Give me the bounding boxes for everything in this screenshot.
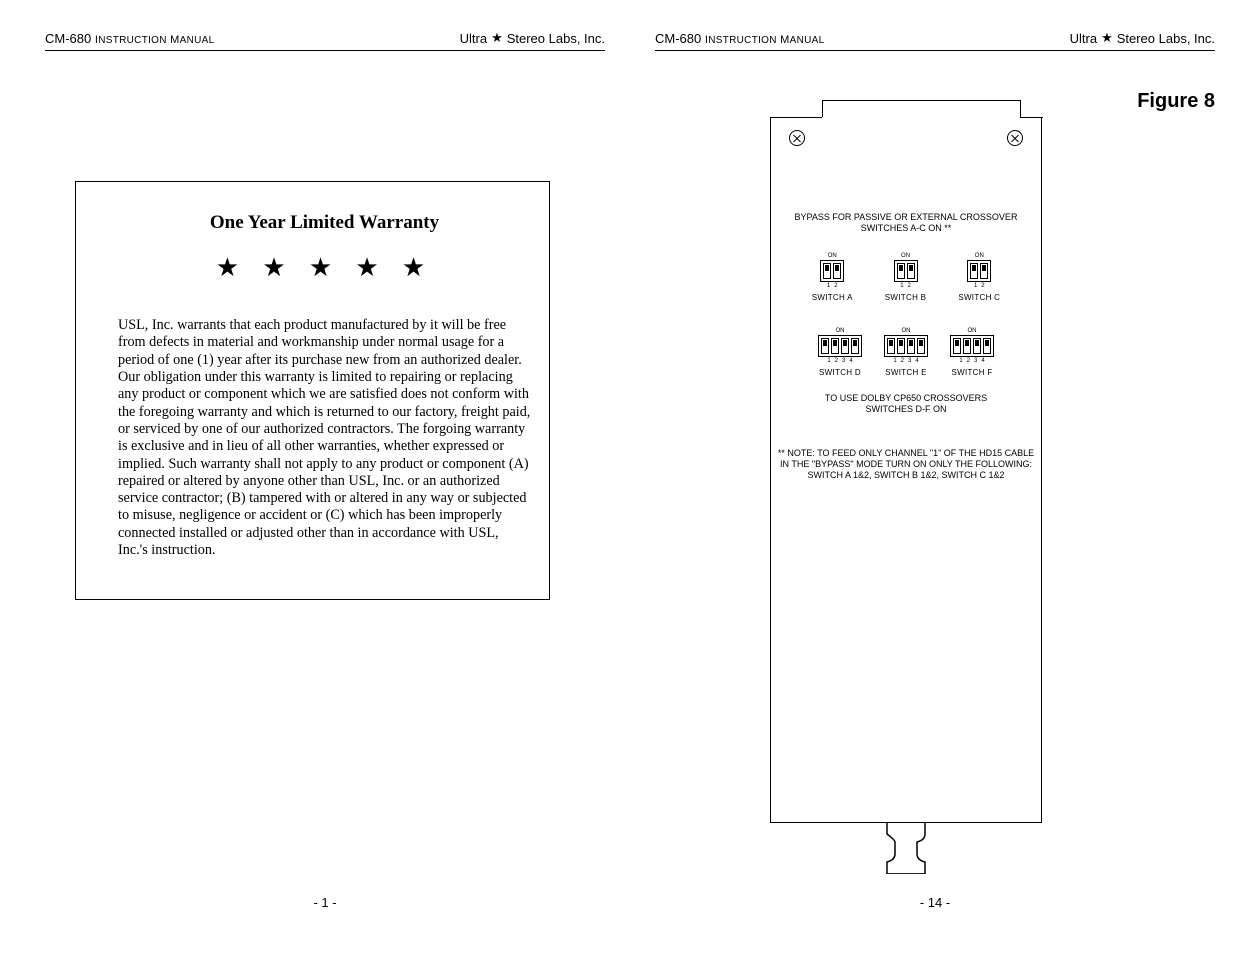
screw-icon [1007, 130, 1023, 146]
enclosure-outline: BYPASS FOR PASSIVE OR EXTERNAL CROSSOVER… [770, 118, 1042, 823]
warranty-box: One Year Limited Warranty ★ ★ ★ ★ ★ USL,… [75, 181, 550, 600]
warranty-body: USL, Inc. warrants that each product man… [118, 317, 531, 559]
page-header-right: CM-680 INSTRUCTION MANUAL Ultra ★ Stereo… [655, 30, 1215, 51]
product-code: CM-680 [655, 31, 701, 46]
page-left: CM-680 INSTRUCTION MANUAL Ultra ★ Stereo… [45, 30, 605, 910]
switch-row-2: ON 1234 SWITCH D ON 1234 SWITCH E ON 123… [771, 328, 1041, 377]
page-number-left: - 1 - [45, 895, 605, 910]
company-name: Ultra ★ Stereo Labs, Inc. [1070, 30, 1215, 46]
page-number-right: - 14 - [655, 895, 1215, 910]
manual-title: CM-680 INSTRUCTION MANUAL [655, 31, 824, 46]
star-icon: ★ [1101, 30, 1113, 46]
dip-switch-c: ON 12 SWITCH C [958, 253, 1000, 302]
manual-title: CM-680 INSTRUCTION MANUAL [45, 31, 214, 46]
dolby-instruction: TO USE DOLBY CP650 CROSSOVERS SWITCHES D… [771, 393, 1041, 415]
company-name: Ultra ★ Stereo Labs, Inc. [460, 30, 605, 46]
dip-switch-e: ON 1234 SWITCH E [884, 328, 928, 377]
manual-subtitle: INSTRUCTION MANUAL [705, 34, 825, 46]
screw-icon [789, 130, 805, 146]
page-right: CM-680 INSTRUCTION MANUAL Ultra ★ Stereo… [655, 30, 1215, 910]
manual-subtitle: INSTRUCTION MANUAL [95, 34, 215, 46]
switch-row-1: ON 12 SWITCH A ON 12 SWITCH B ON 12 SWIT… [771, 253, 1041, 302]
figure-8-diagram: BYPASS FOR PASSIVE OR EXTERNAL CROSSOVER… [770, 100, 1090, 823]
connector-icon [877, 822, 935, 874]
dip-switch-f: ON 1234 SWITCH F [950, 328, 994, 377]
dip-switch-d: ON 1234 SWITCH D [818, 328, 862, 377]
enclosure-top-notch [770, 100, 1043, 118]
warranty-stars: ★ ★ ★ ★ ★ [118, 252, 531, 283]
warranty-title: One Year Limited Warranty [118, 212, 531, 234]
page-header-left: CM-680 INSTRUCTION MANUAL Ultra ★ Stereo… [45, 30, 605, 51]
dip-switch-a: ON 12 SWITCH A [812, 253, 853, 302]
bypass-instruction: BYPASS FOR PASSIVE OR EXTERNAL CROSSOVER… [771, 212, 1041, 234]
dip-switch-b: ON 12 SWITCH B [885, 253, 927, 302]
star-icon: ★ [491, 30, 503, 46]
bypass-note: ** NOTE: TO FEED ONLY CHANNEL "1" OF THE… [771, 448, 1041, 480]
figure-label: Figure 8 [1137, 90, 1215, 113]
product-code: CM-680 [45, 31, 91, 46]
